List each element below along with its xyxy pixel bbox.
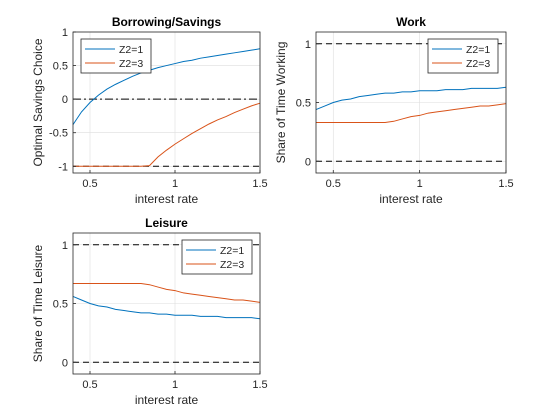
chart-3-xtick-label-2: 1.5	[252, 379, 267, 391]
chart-2-legend-label-1: Z2=1	[466, 44, 490, 56]
chart-1: 0.5 1 1.5 -1 -0.5 0 0.5 1 Borrowing/Savings inter…	[31, 15, 268, 206]
chart-2-title: Work	[396, 15, 426, 29]
chart-3-ytick-label-1: 0.5	[53, 299, 68, 311]
chart-1-ytick-label-0: -1	[58, 161, 68, 173]
chart-1-xlabel: interest rate	[135, 192, 199, 206]
chart-1-ytick-label-2: 0	[62, 94, 68, 106]
chart-2-ytick-label-0: 0	[305, 156, 311, 168]
chart-3-ytick-label-0: 0	[62, 357, 68, 369]
chart-3-ytick-label-2: 1	[62, 240, 68, 252]
chart-1-ytick-label-3: 0.5	[53, 61, 68, 73]
chart-2-ytick-label-2: 1	[305, 39, 311, 51]
chart-1-ylabel: Optimal Savings Choice	[31, 38, 45, 166]
chart-2-xtick-label-1: 1	[417, 178, 423, 190]
chart-2-xlabel: interest rate	[379, 192, 443, 206]
chart-2-xtick-label-0: 0.5	[326, 178, 341, 190]
chart-3: 0.5 1 1.5 0 0.5 1 Leisure interest rate Share of…	[31, 216, 268, 407]
chart-3-xtick-label-1: 1	[172, 379, 178, 391]
chart-1-legend-label-1: Z2=1	[119, 44, 143, 56]
chart-1-title: Borrowing/Savings	[112, 15, 222, 29]
chart-2-ytick-label-1: 0.5	[296, 98, 311, 110]
chart-3-legend-label-2: Z2=3	[220, 259, 244, 271]
chart-3-legend: Z2=1 Z2=3	[182, 240, 252, 274]
chart-2-xtick-label-2: 1.5	[498, 178, 513, 190]
chart-1-xtick-label-2: 1.5	[252, 178, 267, 190]
chart-1-ytick-label-1: -0.5	[49, 128, 68, 140]
chart-2: 0.5 1 1.5 0 0.5 1 Work interest rate Share of Ti…	[274, 15, 514, 206]
chart-3-xtick-label-0: 0.5	[82, 379, 97, 391]
chart-1-xtick-label-1: 1	[172, 178, 178, 190]
chart-1-legend-label-2: Z2=3	[119, 58, 143, 70]
chart-2-legend: Z2=1 Z2=3	[428, 39, 498, 73]
chart-3-title: Leisure	[145, 216, 188, 230]
chart-2-legend-label-2: Z2=3	[466, 58, 490, 70]
chart-1-ytick-label-4: 1	[62, 27, 68, 39]
chart-3-legend-label-1: Z2=1	[220, 245, 244, 257]
chart-3-ylabel: Share of Time Leisure	[31, 244, 45, 362]
chart-1-legend: Z2=1 Z2=3	[81, 39, 151, 73]
chart-3-xlabel: interest rate	[135, 393, 199, 407]
chart-2-ylabel: Share of Time Working	[274, 42, 288, 164]
chart-1-xtick-label-0: 0.5	[82, 178, 97, 190]
